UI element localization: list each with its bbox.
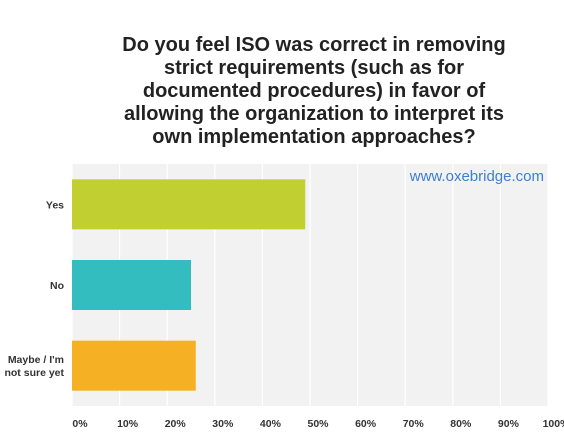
category-label: Maybe / I'm not sure yet [4,354,64,379]
category-label: No [50,280,64,292]
x-tick-label: 80% [450,418,472,430]
x-tick-label: 40% [260,418,282,430]
bar [72,260,191,310]
x-tick-label: 0% [72,418,88,430]
watermark-text: www.oxebridge.com [409,168,544,185]
bar [72,340,196,391]
x-tick-label: 30% [212,418,234,430]
x-tick-label: 10% [117,418,139,430]
x-tick-label: 60% [355,418,377,430]
category-labels: Yes No Maybe / I'm not sure yet [4,199,64,379]
x-tick-label: 50% [307,418,329,430]
chart-title: Do you feel ISO was correct in removing … [122,34,506,148]
x-axis-ticks: 0% 10% 20% 30% 40% 50% 60% 70% 80% 90% 100% [72,418,564,430]
x-tick-label: 90% [498,418,520,430]
x-tick-label: 20% [165,418,187,430]
x-tick-label: 100% [543,418,564,430]
bar [72,179,306,230]
x-tick-label: 70% [403,418,425,430]
bars [72,179,306,391]
category-label: Yes [46,199,64,211]
